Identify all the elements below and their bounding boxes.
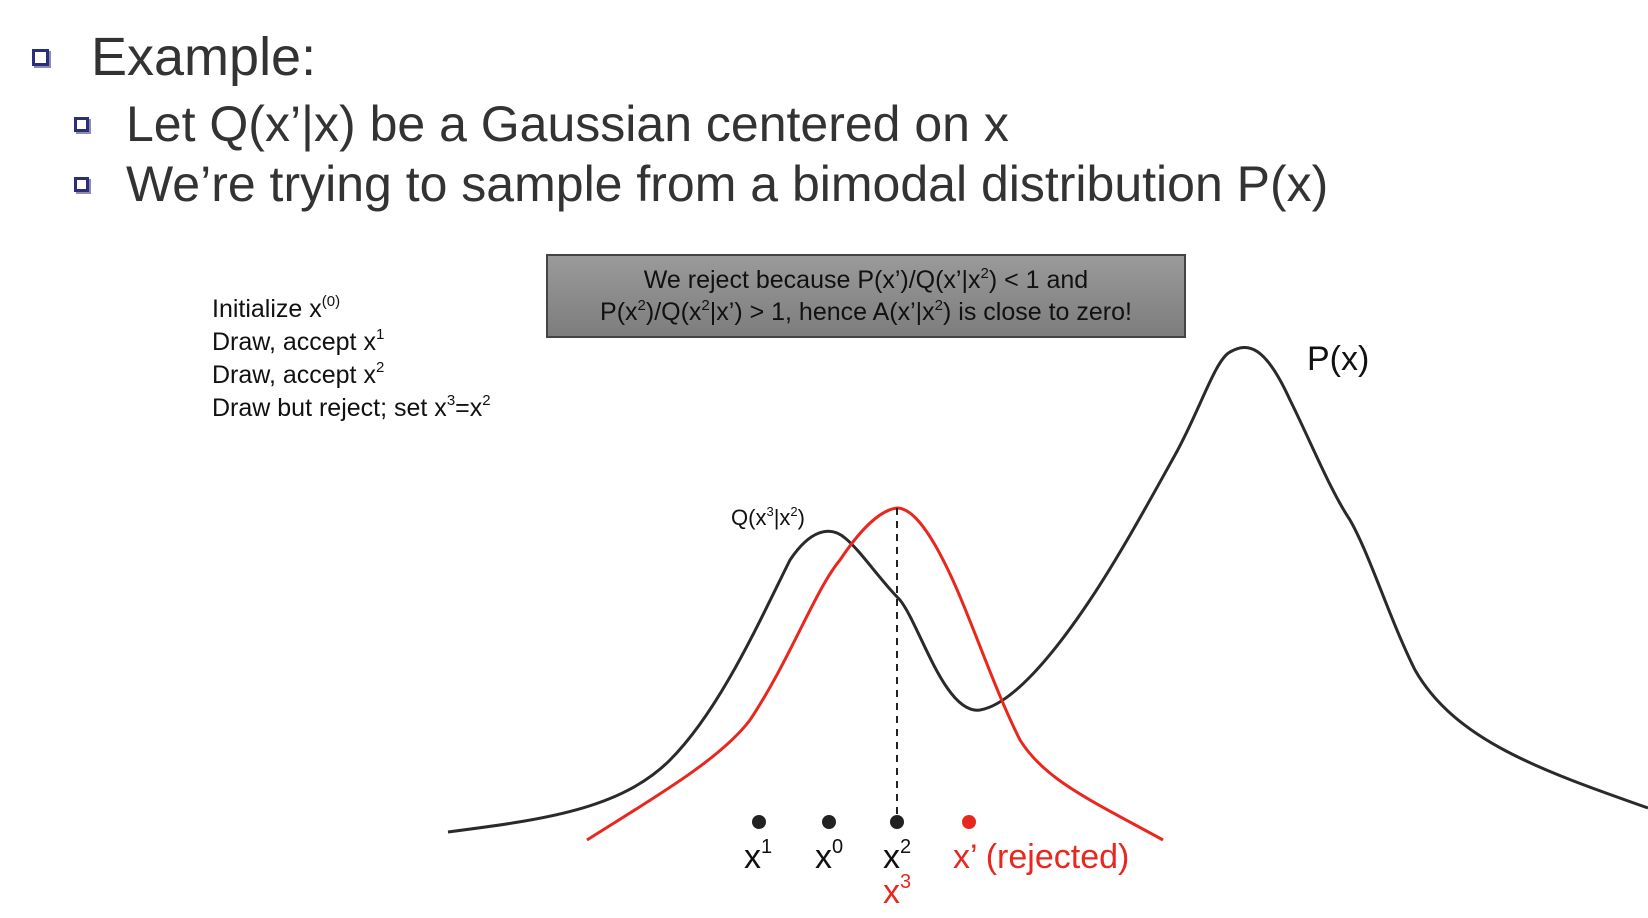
bullet-bimodal: We’re trying to sample from a bimodal di… bbox=[74, 155, 1328, 213]
bullet-gaussian: Let Q(x’|x) be a Gaussian centered on x bbox=[74, 95, 1009, 153]
step-initialize: Initialize x(0) bbox=[212, 293, 341, 323]
square-bullet-icon bbox=[74, 116, 89, 132]
label-p-curve: P(x) bbox=[1307, 340, 1370, 378]
label-x0: x0 bbox=[815, 836, 844, 876]
step-accept-2: Draw, accept x2 bbox=[212, 359, 385, 389]
sample-point-x1 bbox=[752, 815, 766, 829]
bullet-gaussian-text: Let Q(x’|x) be a Gaussian centered on x bbox=[126, 96, 1009, 152]
sample-point-x2 bbox=[890, 815, 904, 829]
bullet-bimodal-text: We’re trying to sample from a bimodal di… bbox=[126, 156, 1329, 212]
label-x1: x1 bbox=[744, 836, 773, 876]
label-x2: x2 bbox=[883, 836, 912, 876]
sample-point-x0 bbox=[822, 815, 836, 829]
bullet-example-text: Example: bbox=[91, 27, 317, 87]
label-x3: x3 bbox=[883, 871, 912, 911]
square-bullet-icon bbox=[32, 48, 49, 66]
q-curve bbox=[586, 506, 1164, 842]
label-rejected: x’ (rejected) bbox=[953, 838, 1130, 876]
callout-line-2: P(x2)/Q(x2|x’) > 1, hence A(x’|x2) is cl… bbox=[600, 297, 1132, 326]
label-q-curve: Q(x3|x2) bbox=[731, 504, 805, 530]
algorithm-steps: Initialize x(0) Draw, accept x1 Draw, ac… bbox=[212, 293, 491, 425]
bullet-example: Example: bbox=[32, 26, 316, 88]
callout-line-1: We reject because P(x’)/Q(x’|x2) < 1 and bbox=[643, 265, 1089, 294]
sample-point-rejected bbox=[962, 815, 976, 829]
square-bullet-icon bbox=[74, 176, 89, 192]
p-curve bbox=[447, 346, 1648, 834]
reject-callout: We reject because P(x’)/Q(x’|x2) < 1 and… bbox=[546, 254, 1186, 338]
step-accept-1: Draw, accept x1 bbox=[212, 326, 385, 356]
step-reject: Draw but reject; set x3=x2 bbox=[212, 392, 491, 422]
